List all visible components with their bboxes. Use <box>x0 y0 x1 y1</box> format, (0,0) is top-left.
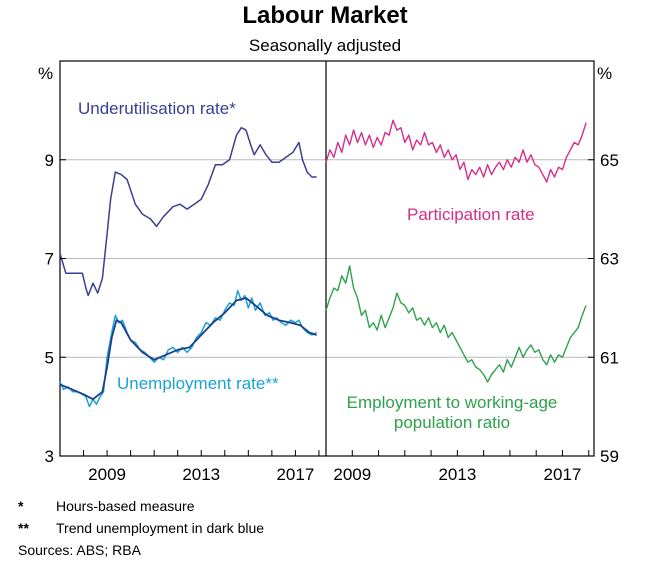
footnote-1-text: Hours-based measure <box>56 498 195 514</box>
series-lines <box>59 119 587 408</box>
series-line-unemployment-rate <box>59 289 317 408</box>
employment-label-line2: population ratio <box>394 413 510 432</box>
right-unit-label: % <box>597 64 612 83</box>
footnote-2: ** Trend unemployment in dark blue <box>18 520 264 536</box>
x-tick-label: 2009 <box>333 465 371 484</box>
series-line-employment-to-working-age-population-ratio <box>325 265 587 383</box>
series-line-trend-unemployment <box>59 297 317 401</box>
underutilisation-label: Underutilisation rate* <box>78 99 236 118</box>
x-tick-label: 2013 <box>438 465 476 484</box>
left-unit-label: % <box>38 64 53 83</box>
series-line-underutilisation-rate <box>59 126 317 297</box>
y-tick-label-right: 61 <box>600 348 619 367</box>
x-tick-label: 2017 <box>544 465 582 484</box>
y-tick-label-right: 63 <box>600 250 619 269</box>
x-tick-label: 2009 <box>88 465 126 484</box>
y-tick-label-right: 65 <box>600 151 619 170</box>
y-tick-label-left: 3 <box>45 447 54 466</box>
employment-label-line1: Employment to working-age <box>347 393 558 412</box>
footnote-2-text: Trend unemployment in dark blue <box>56 520 265 536</box>
x-tick-label: 2013 <box>182 465 220 484</box>
footnote-1-symbol: * <box>18 498 24 514</box>
chart-title: Labour Market <box>242 2 408 29</box>
y-tick-label-left: 9 <box>45 151 54 170</box>
footnote-1: * Hours-based measure <box>18 498 195 514</box>
y-tick-label-left: 7 <box>45 250 54 269</box>
unemployment-label: Unemployment rate** <box>117 374 279 393</box>
series-line-participation-rate <box>325 119 587 183</box>
sources: Sources: ABS; RBA <box>18 542 141 558</box>
y-tick-label-right: 59 <box>600 447 619 466</box>
participation-label: Participation rate <box>407 205 535 224</box>
chart-canvas: 2009 2013 2017 2009 2013 2017 3 5 7 9 59 61 63 65 % %… <box>38 60 619 484</box>
gridlines <box>60 159 594 358</box>
footnote-2-symbol: ** <box>18 520 29 536</box>
chart-subtitle: Seasonally adjusted <box>248 36 402 55</box>
axis-ticks: 2009 2013 2017 2009 2013 2017 3 5 7 9 59 61 63 65 <box>45 151 619 484</box>
x-tick-label: 2017 <box>276 465 314 484</box>
y-tick-label-left: 5 <box>45 348 54 367</box>
